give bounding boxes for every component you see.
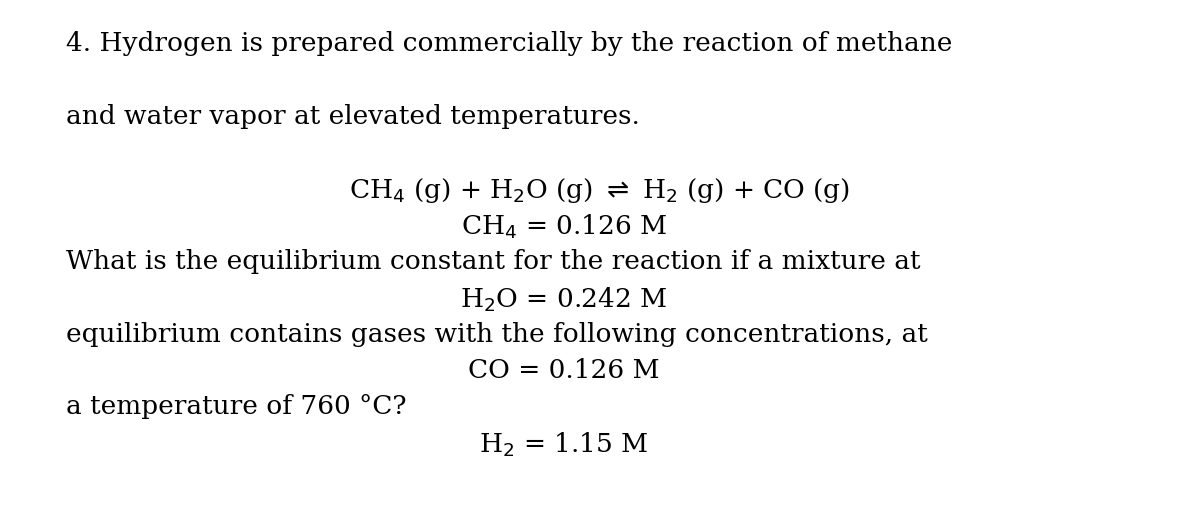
Text: a temperature of 760 °C?: a temperature of 760 °C?	[66, 394, 407, 419]
Text: 4. Hydrogen is prepared commercially by the reaction of methane: 4. Hydrogen is prepared commercially by …	[66, 31, 953, 56]
Text: CH$_4$ (g) + H$_2$O (g) $\rightleftharpoons$ H$_2$ (g) + CO (g): CH$_4$ (g) + H$_2$O (g) $\rightleftharpo…	[349, 176, 851, 206]
Text: and water vapor at elevated temperatures.: and water vapor at elevated temperatures…	[66, 104, 640, 129]
Text: H$_2$ = 1.15 M: H$_2$ = 1.15 M	[479, 431, 649, 459]
Text: CO = 0.126 M: CO = 0.126 M	[468, 358, 660, 383]
Text: H$_2$O = 0.242 M: H$_2$O = 0.242 M	[461, 285, 667, 314]
Text: What is the equilibrium constant for the reaction if a mixture at: What is the equilibrium constant for the…	[66, 249, 920, 274]
Text: equilibrium contains gases with the following concentrations, at: equilibrium contains gases with the foll…	[66, 322, 928, 347]
Text: CH$_4$ = 0.126 M: CH$_4$ = 0.126 M	[461, 213, 667, 241]
